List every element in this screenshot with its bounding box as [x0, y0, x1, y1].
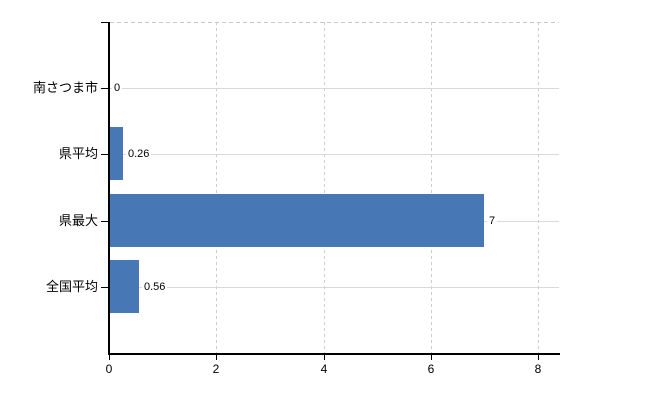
- category-gridline: [110, 88, 559, 89]
- x-tick-label: 6: [427, 362, 435, 376]
- x-axis-line: [108, 353, 560, 355]
- x-axis-tick: [324, 355, 325, 360]
- x-axis-tick: [431, 355, 432, 360]
- category-label: 全国平均: [45, 279, 98, 294]
- y-axis-tick: [101, 22, 109, 23]
- y-axis-tick: [101, 88, 109, 89]
- category-label: 県平均: [58, 146, 98, 161]
- x-gridline: [216, 22, 217, 353]
- y-axis-line: [108, 22, 110, 355]
- x-tick-label: 2: [212, 362, 220, 376]
- x-gridline: [538, 22, 539, 353]
- y-axis-tick: [101, 221, 109, 222]
- x-axis-tick: [216, 355, 217, 360]
- value-label: 0: [112, 81, 123, 95]
- plot-top-border: [110, 22, 559, 23]
- x-tick-label: 0: [105, 362, 113, 376]
- x-gridline: [431, 22, 432, 353]
- x-axis-tick: [109, 355, 110, 360]
- bar[interactable]: [110, 127, 123, 180]
- x-tick-label: 8: [534, 362, 542, 376]
- category-label: 県最大: [58, 213, 98, 228]
- x-axis-tick: [538, 355, 539, 360]
- category-gridline: [110, 154, 559, 155]
- x-tick-label: 4: [320, 362, 328, 376]
- category-gridline: [110, 287, 559, 288]
- bar[interactable]: [110, 194, 484, 247]
- value-label: 7: [487, 214, 498, 228]
- x-gridline: [324, 22, 325, 353]
- bar[interactable]: [110, 260, 139, 313]
- value-label: 0.26: [126, 147, 152, 161]
- y-axis-tick: [101, 287, 109, 288]
- y-axis-tick: [101, 154, 109, 155]
- category-label: 南さつま市: [32, 80, 98, 95]
- value-label: 0.56: [142, 280, 168, 294]
